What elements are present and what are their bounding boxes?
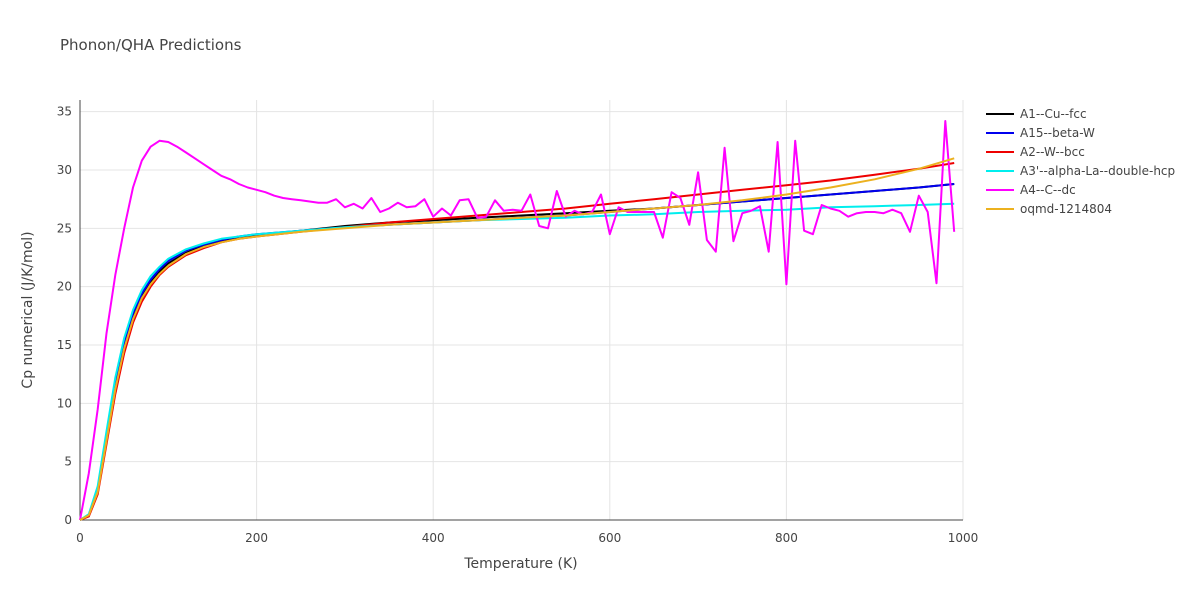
y-tick-label: 30 — [57, 163, 72, 177]
tick-labels: 0 200 400 600 800 1000 0 5 10 15 20 25 30 35 — [57, 105, 979, 545]
axes — [79, 100, 963, 521]
legend-label-5: oqmd-1214804 — [1020, 202, 1112, 216]
series-line-5 — [79, 157, 955, 521]
y-tick-label: 5 — [64, 455, 72, 469]
x-tick-label: 0 — [76, 531, 84, 545]
legend-label-1: A15--beta-W — [1020, 126, 1095, 140]
grid — [80, 100, 964, 520]
x-tick-label: 800 — [775, 531, 798, 545]
y-tick-label: 15 — [57, 338, 72, 352]
legend-label-2: A2--W--bcc — [1020, 145, 1085, 159]
x-tick-label: 600 — [598, 531, 621, 545]
legend-label-4: A4--C--dc — [1020, 183, 1076, 197]
plot-area — [79, 120, 956, 521]
series-line-4 — [79, 120, 956, 521]
y-tick-label: 20 — [57, 280, 72, 294]
x-axis-title: Temperature (K) — [463, 556, 577, 572]
y-tick-label: 25 — [57, 221, 72, 235]
legend-label-0: A1--Cu--fcc — [1020, 107, 1087, 121]
x-tick-label: 400 — [422, 531, 445, 545]
x-tick-label: 1000 — [948, 531, 979, 545]
legend: A1--Cu--fcc A15--beta-W A2--W--bcc A3'--alp… — [986, 107, 1175, 216]
y-axis-title: Cp numerical (J/K/mol) — [20, 231, 36, 388]
legend-label-3: A3'--alpha-La--double-hcp — [1020, 164, 1175, 178]
series-line-3 — [79, 202, 955, 521]
y-tick-label: 0 — [64, 513, 72, 527]
x-tick-label: 200 — [245, 531, 268, 545]
y-tick-label: 35 — [57, 105, 72, 119]
y-tick-label: 10 — [57, 396, 72, 410]
chart-title: Phonon/QHA Predictions — [60, 36, 242, 54]
